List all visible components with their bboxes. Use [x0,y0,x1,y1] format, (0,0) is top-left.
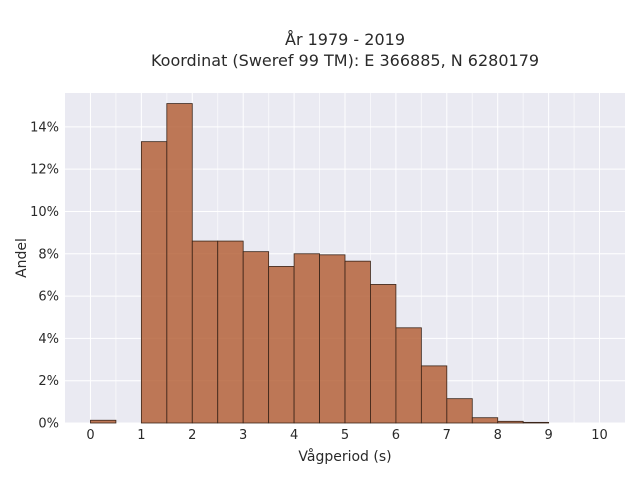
y-tick-label: 14% [30,120,59,135]
x-axis-label: Vågperiod (s) [298,448,391,465]
y-axis-label: Andel [14,238,30,278]
histogram-bar [471,417,499,424]
x-tick-label: 7 [443,428,451,443]
histogram-bar [370,284,397,424]
y-tick-label: 2% [38,374,59,389]
histogram-bar [140,141,168,424]
bars [90,103,550,424]
y-tick-label: 12% [30,163,59,178]
x-tick-label: 10 [591,428,608,443]
histogram-bar [166,103,193,424]
x-tick-label: 3 [239,428,247,443]
x-tick-label: 8 [494,428,502,443]
y-tick-label: 6% [38,290,59,305]
y-tick-labels: 0% 2% 4% 6% 8% 10% 12% 14% [30,120,59,431]
histogram-bar [242,251,270,424]
histogram-bar [191,240,219,424]
x-tick-label: 9 [544,428,552,443]
chart-title-line-1: År 1979 - 2019 [285,30,405,49]
x-tick-label: 4 [290,428,298,443]
histogram-bar [319,254,346,424]
histogram-bar [217,240,244,424]
histogram-bar [344,260,371,424]
x-tick-labels: 0 1 2 3 4 5 6 7 8 9 10 [86,428,608,443]
histogram-bar [420,365,448,424]
histogram-bar [395,327,422,424]
x-tick-label: 5 [341,428,349,443]
histogram-bar [293,253,320,424]
y-tick-label: 0% [38,417,59,432]
histogram-bar [446,398,473,424]
x-tick-label: 2 [188,428,196,443]
x-tick-label: 6 [392,428,400,443]
histogram-bar [268,266,295,424]
x-tick-label: 0 [86,428,94,443]
y-tick-label: 10% [30,205,59,220]
chart-title-line-2: Koordinat (Sweref 99 TM): E 366885, N 62… [151,51,539,70]
histogram-bar [522,421,550,424]
y-tick-label: 4% [38,332,59,347]
x-tick-label: 1 [137,428,145,443]
histogram-bar [497,420,524,424]
histogram-bar [90,419,117,424]
y-tick-label: 8% [38,247,59,262]
